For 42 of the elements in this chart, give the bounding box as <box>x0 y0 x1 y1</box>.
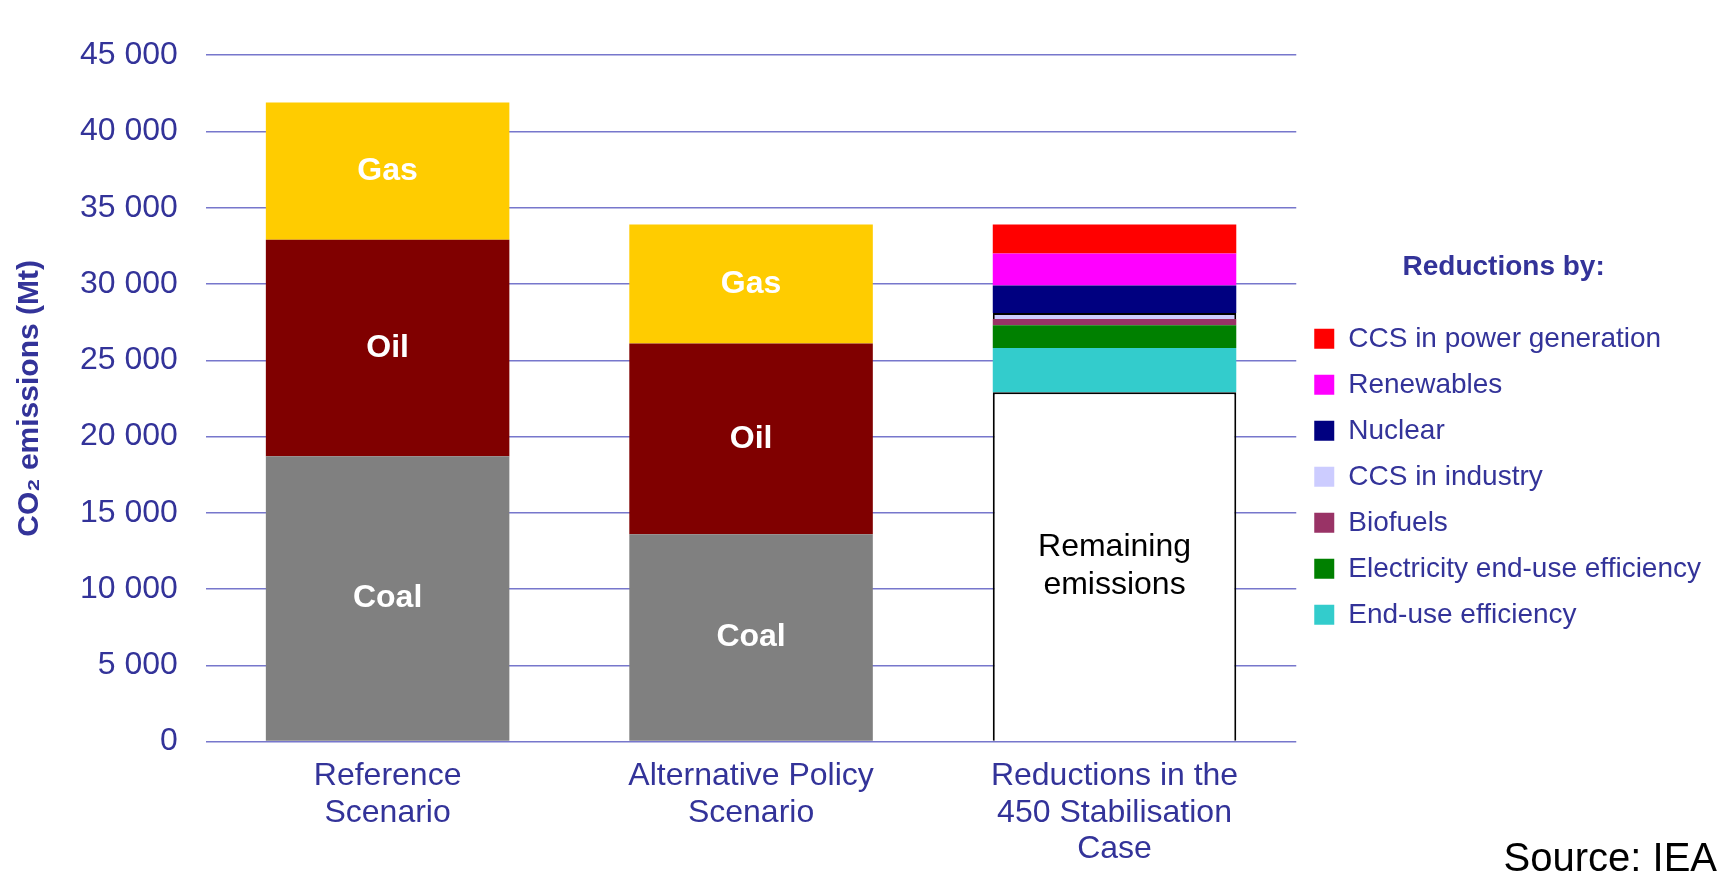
legend-title: Reductions by: <box>1402 249 1605 281</box>
legend-label: Renewables <box>1348 367 1503 399</box>
legend-label: Nuclear <box>1348 413 1445 445</box>
bar <box>629 534 873 741</box>
y-tick-label: 35 000 <box>80 187 178 224</box>
y-axis-title: CO₂ emissions (Mt) <box>11 260 45 537</box>
bar <box>992 253 1237 286</box>
legend-label: CCS in power generation <box>1348 321 1662 353</box>
text: Coal <box>352 578 423 615</box>
text: Gas <box>357 150 418 187</box>
bar <box>629 224 873 344</box>
series-label: Gas <box>720 263 782 300</box>
bar <box>265 102 510 240</box>
legend-label: Biofuels <box>1348 505 1448 537</box>
legend-label: Electricity end-use efficiency <box>1348 551 1701 583</box>
y-tick-label: 5 000 <box>97 645 178 682</box>
y-tick-label: 0 <box>160 721 178 758</box>
legend-label: End-use efficiency <box>1348 597 1577 629</box>
bar <box>265 239 510 457</box>
series-label: Coal <box>716 617 786 654</box>
bar <box>992 224 1237 254</box>
bar <box>992 285 1237 313</box>
series-label: Oil <box>729 418 773 455</box>
legend-label: CCS in industry <box>1348 459 1543 491</box>
text: Oil <box>366 327 409 364</box>
x-tick-label: Reference Scenario <box>313 755 462 829</box>
bar <box>265 456 510 741</box>
bar <box>992 319 1237 326</box>
series-label: Remaining emissions <box>1038 527 1192 602</box>
bar <box>629 343 873 535</box>
x-tick-label: Alternative Policy Scenario <box>628 755 874 829</box>
bar <box>992 348 1237 393</box>
y-tick-label: 10 000 <box>80 568 178 605</box>
y-tick-label: 45 000 <box>80 35 178 72</box>
y-tick-label: 40 000 <box>80 111 178 148</box>
y-tick-label: 20 000 <box>80 416 178 453</box>
y-tick-label: 25 000 <box>80 340 178 377</box>
bar <box>992 325 1237 349</box>
source-note: Source: IEA <box>1503 835 1718 880</box>
y-tick-label: 30 000 <box>80 263 178 300</box>
y-tick-label: 15 000 <box>80 492 178 529</box>
x-tick-label: Reductions in the 450 Stabilisation Case <box>990 755 1239 866</box>
